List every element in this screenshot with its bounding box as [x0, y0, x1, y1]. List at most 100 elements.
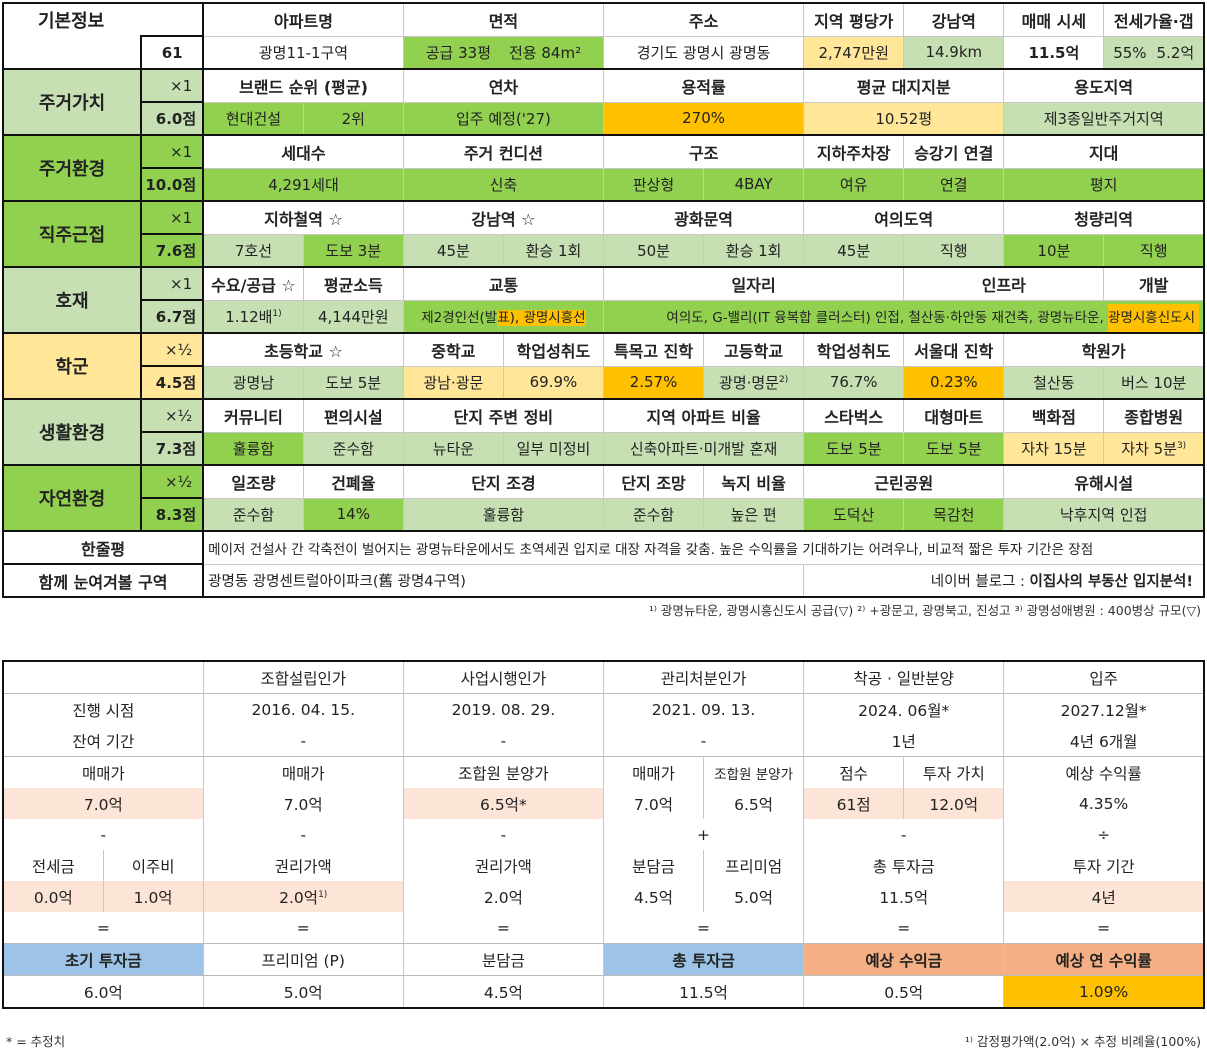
contribution-label: 분담금: [402, 943, 604, 976]
multiplier: ×1: [140, 134, 205, 169]
calc4-sub-value-b: 5.0억: [703, 881, 805, 912]
header-households: 세대수: [202, 134, 404, 169]
calc5-operator: -: [803, 819, 1005, 850]
stage-union: 조합설립인가: [202, 661, 404, 694]
multiplier: ×1: [140, 266, 205, 301]
yeouido-transfer: 직행: [903, 233, 1005, 268]
starbucks-value: 도보 5분: [803, 431, 905, 466]
calc6-value: 4.35%: [1003, 788, 1205, 819]
calc1-operator: -: [2, 819, 204, 850]
calc1-equals: =: [2, 912, 204, 944]
structure-type: 판상형: [602, 167, 705, 202]
header-ratio: 지역 아파트 비율: [602, 398, 805, 433]
address-value: 경기도 광명시 광명동: [602, 35, 805, 70]
section-score: 6.0점: [140, 101, 205, 136]
calc4-value-b: 6.5억: [703, 788, 805, 819]
sale-price-value: 11.5억: [1003, 35, 1105, 70]
header-mart: 대형마트: [903, 398, 1005, 433]
header-year: 연차: [402, 68, 605, 103]
green-value: 높은 편: [703, 497, 805, 532]
calc1-sub-header-a: 전세금: [2, 850, 104, 881]
total-investment-label: 총 투자금: [602, 943, 805, 976]
calc4-value-a: 7.0억: [602, 788, 705, 819]
header-pyeong-price: 지역 평당가: [803, 2, 905, 37]
zoning-value: 제3종일반주거지역: [1003, 101, 1205, 136]
premium-label: 프리미엄 (P): [202, 943, 404, 976]
header-park: 근린공원: [803, 464, 1005, 499]
high-score: 76.7%: [803, 365, 905, 400]
blog-credit: 네이버 블로그 : 이집사의 부동산 입지분석!: [803, 563, 1205, 598]
gwanghwamun-transfer: 환승 1회: [703, 233, 805, 268]
calc1-value: 7.0억: [2, 788, 204, 819]
hospital-value: 자차 5분3): [1103, 431, 1205, 466]
header-hazard: 유해시설: [1003, 464, 1205, 499]
header-land-share: 평균 대지지분: [803, 68, 1005, 103]
ratio-value: 신축아파트·미개발 혼재: [602, 431, 805, 466]
total-investment-value: 11.5억: [602, 975, 805, 1008]
multiplier: ×½: [140, 332, 205, 367]
calc4-header-b: 조합원 분양가: [703, 756, 805, 788]
jobs-infra-develop-value: 여의도, G-밸리(IT 융복합 클러스터) 인접, 철산동·하안동 재건축, …: [603, 299, 1205, 334]
bcr-value: 14%: [302, 497, 404, 532]
calc4-sub-header-b: 프리미엄: [703, 850, 805, 881]
header-academy: 학원가: [1003, 332, 1205, 367]
land-share-value: 10.52평: [803, 101, 1005, 136]
park-value-1: 도덕산: [803, 497, 905, 532]
multiplier: ×1: [140, 68, 205, 103]
related-text: 광명동 광명센트럴아이파크(舊 광명4구역): [202, 563, 805, 598]
special-hs-value: 2.57%: [602, 365, 705, 400]
section-commute: 직주근접: [1, 200, 143, 268]
date-construction: 2024. 06월*: [803, 693, 1005, 725]
gangnam-distance: 14.9km: [903, 35, 1005, 70]
investment-calc-table: 조합설립인가 사업시행인가 관리처분인가 착공 · 일반분양 입주 진행 시점 …: [2, 660, 1205, 1009]
header-sunlight: 일조량: [202, 464, 304, 499]
area-value: 공급 33평 전용 84m²: [402, 35, 605, 70]
calc6-sub-value: 4년: [1003, 881, 1205, 912]
calc5-equals: =: [803, 912, 1005, 944]
header-income: 평균소득: [302, 266, 404, 301]
year-value: 입주 예정('27): [402, 101, 605, 136]
calc5-header-b: 투자 가치: [903, 756, 1005, 788]
stage-construction: 착공 · 일반분양: [803, 661, 1005, 694]
calc3-equals: =: [402, 912, 604, 944]
header-landscape: 단지 조경: [402, 464, 605, 499]
calc4-sub-value-a: 4.5억: [602, 881, 705, 912]
calc5-value-b: 12.0억: [903, 788, 1005, 819]
header-special-hs: 특목고 진학: [602, 332, 705, 367]
calc3-header: 조합원 분양가: [402, 756, 604, 788]
header-view: 단지 조망: [602, 464, 705, 499]
initial-investment-value: 6.0억: [2, 975, 204, 1008]
footnote-left: * = 추정치: [6, 1034, 66, 1049]
academy-time: 버스 10분: [1103, 365, 1205, 400]
header-gangnam: 강남역: [903, 2, 1005, 37]
sunlight-value: 준수함: [202, 497, 304, 532]
remain-management: -: [602, 725, 805, 757]
premium-value: 5.0억: [202, 975, 404, 1008]
section-score: 10.0점: [140, 167, 205, 202]
blog-name: 이집사의 부동산 입지분석!: [1029, 573, 1193, 590]
calc3-sub-header: 권리가액: [402, 850, 604, 881]
row-date-label: 진행 시점: [2, 693, 204, 725]
related-label: 함께 눈여겨볼 구역: [1, 563, 205, 598]
elevator-value: 연결: [903, 167, 1005, 202]
header-high-score: 학업성취도: [803, 332, 905, 367]
header-elevator: 승강기 연결: [903, 134, 1005, 169]
annual-return-value: 1.09%: [1003, 975, 1205, 1008]
multiplier: ×½: [140, 464, 205, 499]
calc4-sub-header-a: 분담금: [602, 850, 705, 881]
subway-walk: 도보 3분: [302, 233, 404, 268]
calc1-sub-header-b: 이주비: [102, 850, 204, 881]
subway-line: 7호선: [202, 233, 304, 268]
header-infra: 인프라: [903, 266, 1105, 301]
stage-project: 사업시행인가: [402, 661, 604, 694]
terrain-value: 평지: [1003, 167, 1205, 202]
header-high: 고등학교: [703, 332, 805, 367]
blank-header: [2, 661, 204, 694]
calc5-sub-header: 총 투자금: [803, 850, 1005, 881]
section-basic-label: 기본정보: [1, 2, 205, 36]
parking-value: 여유: [803, 167, 905, 202]
header-jeonse-gap: 전세가율·갭: [1103, 2, 1205, 37]
header-sale-price: 매매 시세: [1003, 2, 1105, 37]
remain-movein: 4년 6개월: [1003, 725, 1205, 757]
calc4-equals: =: [602, 912, 805, 944]
